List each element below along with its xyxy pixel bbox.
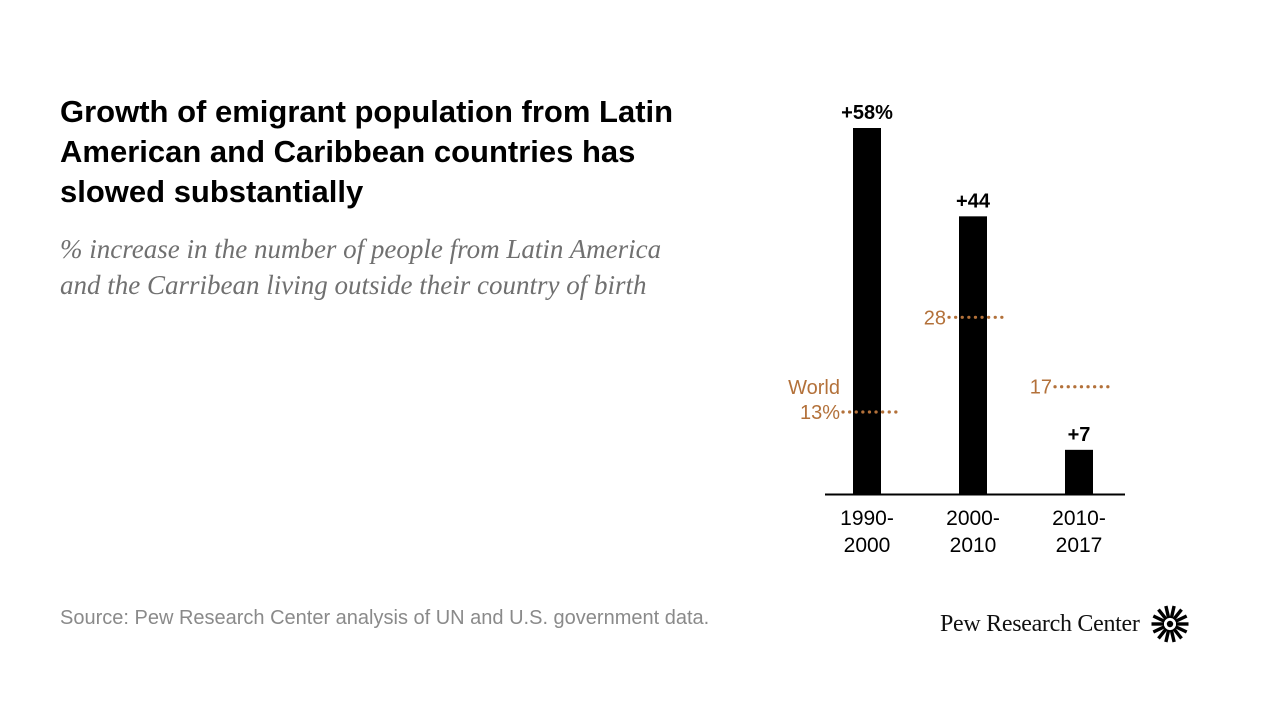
labels-layer: +58% 1990-2000 +44 2000-2010 +7 2010-2017 Worl… [788,102,1106,557]
source-note: Source: Pew Research Center analysis of … [60,607,710,629]
chart-title: Growth of emigrant population from Latin… [60,94,674,209]
world-reference-layer [841,315,1111,414]
category-tick-label: 1990-2000 [840,507,894,557]
world-label: 17 [1030,377,1052,399]
world-label: 28 [924,307,946,329]
world-label: World 13% [788,377,840,424]
bars-layer [853,128,1093,494]
chart-subtitle: % increase in the number of people from … [60,234,662,300]
value-label: +58% [841,102,893,124]
bar-1990-2000 [853,128,881,494]
value-label: +7 [1068,424,1091,446]
category-tick-label: 2010-2017 [1052,507,1106,557]
category-tick-label: 2000-2010 [946,507,1000,557]
bar-2000-2010 [959,216,987,494]
pew-sunburst-icon [1151,605,1189,643]
brand-name: Pew Research Center [940,611,1140,637]
bar-2010-2017 [1065,449,1093,494]
brand-footer: Pew Research Center [940,604,1190,644]
value-label: +44 [956,190,991,212]
